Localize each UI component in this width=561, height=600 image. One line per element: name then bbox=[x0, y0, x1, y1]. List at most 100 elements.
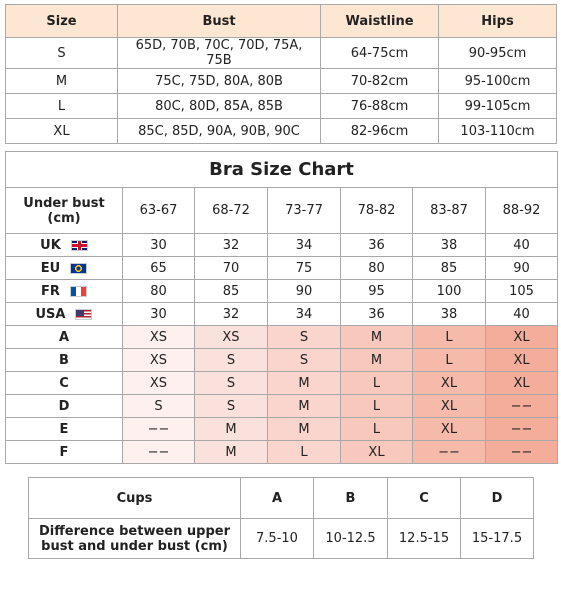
cell: 103-110cm bbox=[438, 118, 557, 144]
cell: 80 bbox=[340, 256, 413, 280]
cell-text: M bbox=[225, 444, 237, 460]
cell: XL bbox=[5, 118, 118, 144]
header-cell-text: Hips bbox=[481, 13, 514, 29]
cell: XL bbox=[340, 440, 413, 464]
row-label-text: B bbox=[59, 352, 69, 368]
cell-text: 34 bbox=[295, 306, 313, 322]
cell-text: XS bbox=[222, 329, 240, 345]
cell-text: 105 bbox=[509, 283, 534, 299]
cell-text: 80C, 80D, 85A, 85B bbox=[155, 98, 283, 114]
cell-text: M bbox=[370, 352, 383, 368]
cell-text: 38 bbox=[440, 237, 458, 253]
cell-text: 32 bbox=[222, 237, 240, 253]
cell-text: XL bbox=[440, 421, 458, 437]
cell: 85 bbox=[412, 256, 486, 280]
cell-text: 36 bbox=[368, 237, 385, 253]
header-cell-text: Size bbox=[46, 13, 77, 29]
size-row: EU 65 70 75 80 85 90 bbox=[5, 256, 559, 280]
cell: 40 bbox=[484, 233, 559, 257]
cell: 100 bbox=[412, 279, 486, 303]
cell: −− bbox=[484, 440, 559, 464]
row-label-text: A bbox=[58, 329, 70, 345]
cell: 30 bbox=[122, 302, 195, 326]
cell: 95-100cm bbox=[438, 68, 557, 94]
cell: 34 bbox=[267, 233, 341, 257]
cell-text: 82-96cm bbox=[350, 123, 409, 139]
cell-text: −− bbox=[147, 444, 170, 460]
cell: L bbox=[340, 417, 413, 441]
cell-text: S bbox=[299, 329, 309, 345]
cell-text: −− bbox=[510, 421, 533, 437]
cell: 10-12.5 bbox=[313, 518, 388, 559]
cell-text: 99-105cm bbox=[464, 98, 531, 114]
cell: L bbox=[340, 394, 413, 418]
cell-text: 36 bbox=[368, 306, 385, 322]
cell-text: 15-17.5 bbox=[471, 531, 523, 546]
row-label: Difference between upper bust and under … bbox=[28, 518, 241, 559]
cell-text: 70 bbox=[222, 260, 240, 276]
size-row: C XS S M L XL XL bbox=[5, 371, 559, 395]
cell: M bbox=[267, 371, 341, 395]
cell-text: XL bbox=[440, 398, 458, 414]
header-cell-text: Bust bbox=[202, 13, 236, 29]
cell-text: XL bbox=[513, 352, 530, 368]
row-label-text: USA bbox=[35, 306, 66, 322]
cell: L bbox=[340, 371, 413, 395]
size-row: F −− M L XL −− −− bbox=[5, 440, 559, 464]
cell: S bbox=[194, 348, 268, 372]
size-row: XL 85C, 85D, 90A, 90B, 90C 82-96cm 103-110c… bbox=[5, 118, 557, 144]
cell: S bbox=[267, 348, 341, 372]
header-cell: 68-72 bbox=[194, 187, 268, 234]
cell-text: M bbox=[370, 329, 383, 345]
cell-text: S bbox=[226, 352, 236, 368]
header-cell: B bbox=[313, 477, 388, 519]
header-cell-text: B bbox=[345, 490, 356, 506]
cell-text: 85C, 85D, 90A, 90B, 90C bbox=[138, 123, 300, 139]
cell-text: 10-12.5 bbox=[325, 531, 376, 546]
header-cell-text: A bbox=[271, 490, 283, 506]
cell: M bbox=[267, 417, 341, 441]
header-cell-text: 73-77 bbox=[285, 203, 323, 218]
cell-text: L bbox=[372, 398, 381, 414]
cell: 7.5-10 bbox=[240, 518, 314, 559]
header-cell: Bust bbox=[117, 4, 321, 38]
cell: L bbox=[267, 440, 341, 464]
cell: 15-17.5 bbox=[460, 518, 534, 559]
header-cell: 73-77 bbox=[267, 187, 341, 234]
size-row: A XS XS S M L XL bbox=[5, 325, 559, 349]
cell-text: 30 bbox=[150, 237, 167, 253]
cell: S bbox=[267, 325, 341, 349]
cell: 85C, 85D, 90A, 90B, 90C bbox=[117, 118, 321, 144]
cell: 36 bbox=[340, 233, 413, 257]
cell: 38 bbox=[412, 233, 486, 257]
flag-icon bbox=[69, 285, 87, 297]
cell-text: 65 bbox=[150, 260, 167, 276]
cell-text: XS bbox=[149, 375, 168, 391]
cell-text: 75C, 75D, 80A, 80B bbox=[155, 73, 283, 89]
cell: S bbox=[122, 394, 195, 418]
cell-text: −− bbox=[510, 398, 533, 414]
cell: −− bbox=[484, 394, 559, 418]
cell: XL bbox=[484, 371, 559, 395]
cell: 90 bbox=[484, 256, 559, 280]
chart-title-text: Bra Size Chart bbox=[209, 159, 354, 180]
size-row: B XS S S M L XL bbox=[5, 348, 559, 372]
row-label-text: D bbox=[58, 398, 70, 414]
cell-text: L bbox=[445, 329, 453, 345]
row-label-text: FR bbox=[41, 283, 60, 299]
row-label: USA bbox=[5, 302, 123, 326]
cell-text: 40 bbox=[513, 306, 530, 322]
cell: S bbox=[194, 371, 268, 395]
flag-icon bbox=[70, 239, 88, 251]
header-row: Size Bust Waistline Hips bbox=[5, 4, 557, 38]
cell: XL bbox=[484, 325, 559, 349]
cell-text: XL bbox=[513, 329, 530, 345]
cell-text: XL bbox=[440, 375, 458, 391]
cell-text: L bbox=[372, 375, 381, 391]
cell-text: 30 bbox=[150, 306, 167, 322]
cell: 65 bbox=[122, 256, 195, 280]
cell: XL bbox=[412, 371, 486, 395]
cell: 38 bbox=[412, 302, 486, 326]
cell-text: S bbox=[57, 45, 66, 61]
row-label: F bbox=[5, 440, 123, 464]
